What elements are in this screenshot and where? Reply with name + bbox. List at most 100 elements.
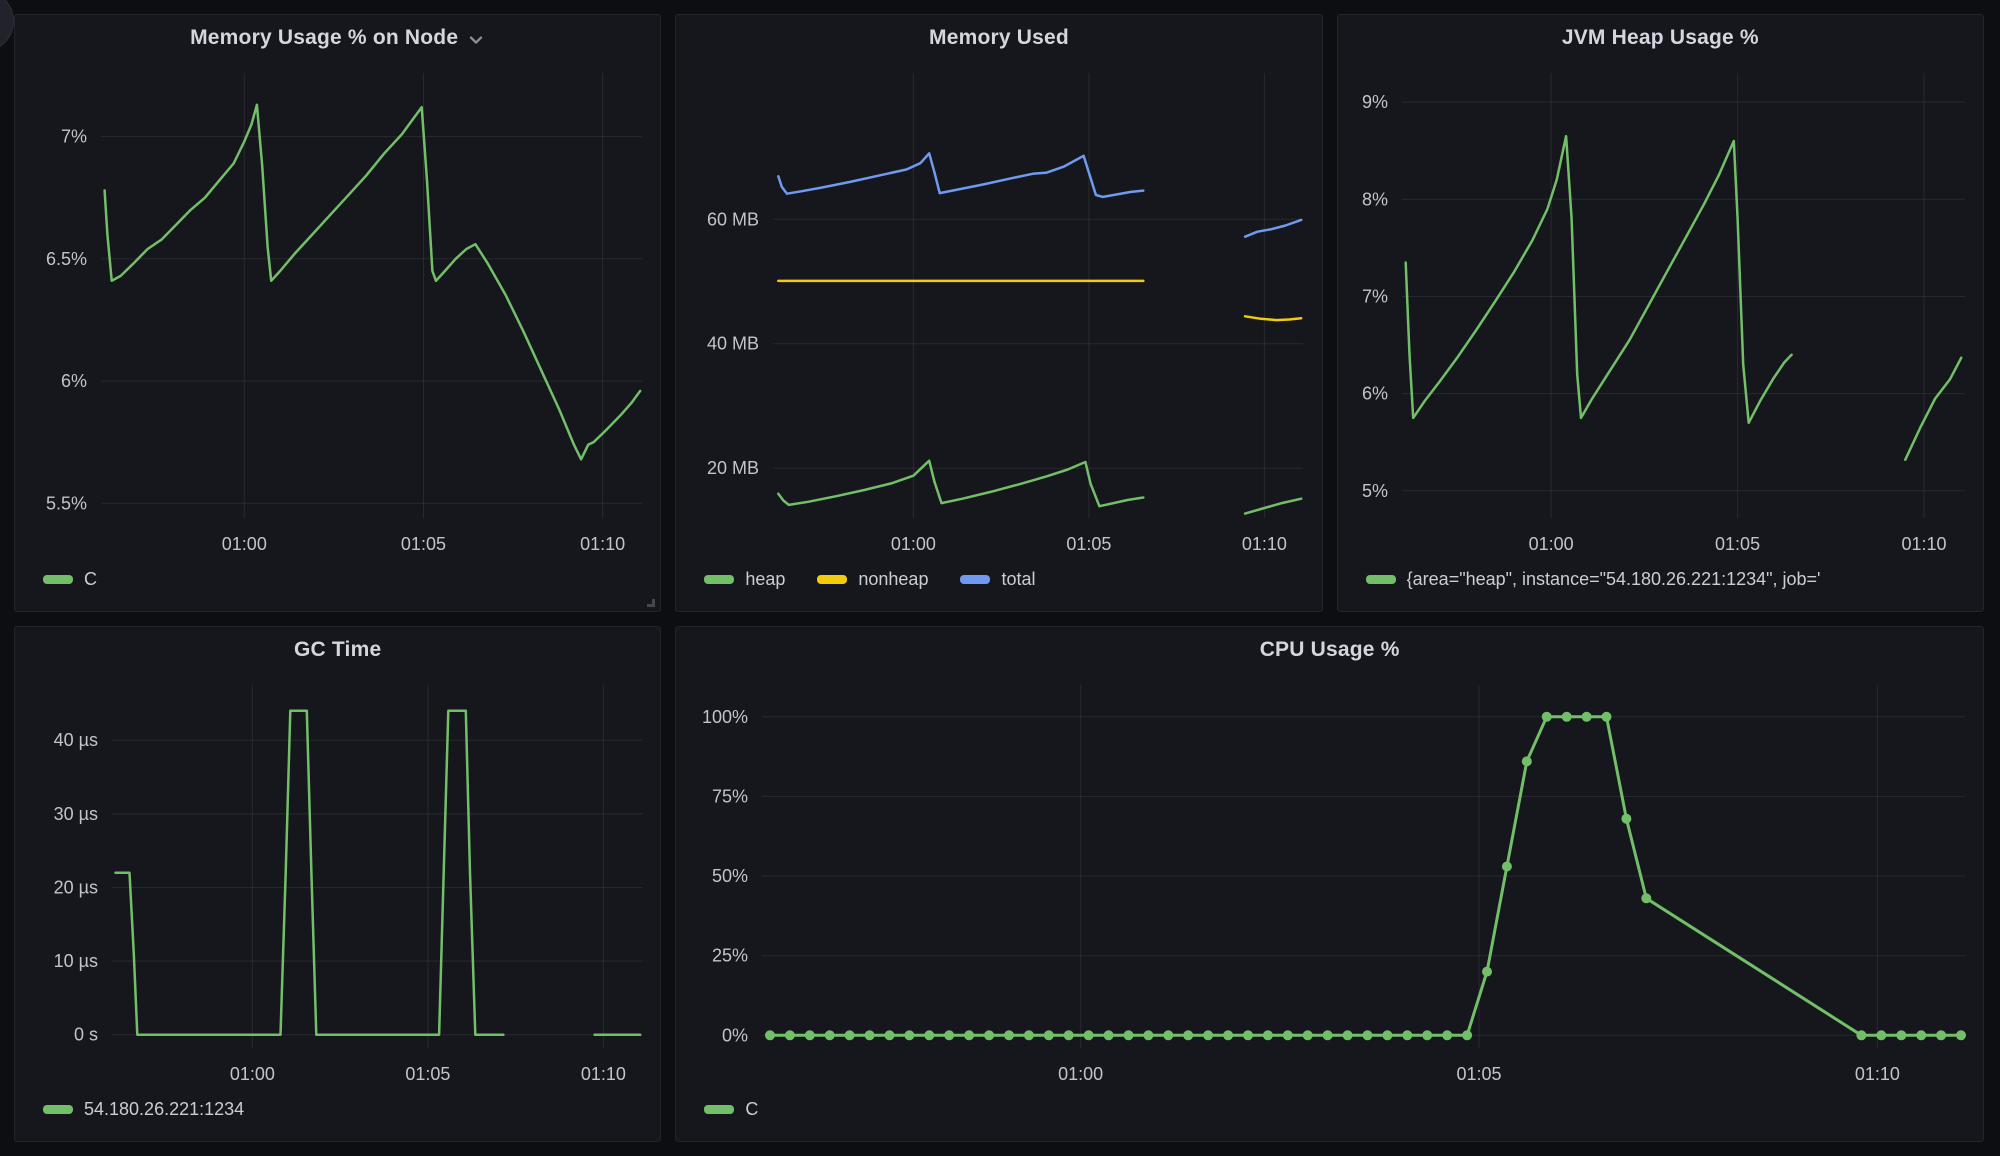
legend-color-swatch: [704, 1105, 735, 1114]
y-axis-tick-label: 6%: [61, 371, 87, 391]
axis-tick-labels: 5.5% 6% 6.5% 7% 01:00 01:05 01:10: [46, 127, 625, 554]
data-point-marker: [1143, 1030, 1154, 1041]
legend-series-label: nonheap: [858, 569, 929, 589]
y-axis-tick-label: 8%: [1362, 189, 1388, 209]
data-point-marker: [1542, 711, 1553, 722]
legend-series-label: 54.180.26.221:1234: [84, 1099, 245, 1119]
y-axis-tick-label: 30 µs: [54, 804, 98, 824]
data-point-marker: [1024, 1030, 1035, 1041]
chart-memory-used[interactable]: 20 MB 40 MB 60 MB 01:00 01:05 01:10: [676, 61, 1321, 564]
chart-jvm-heap-usage[interactable]: 5% 6% 7% 8% 9% 01:00 01:05 01:10: [1338, 61, 1983, 564]
panel-header-menu[interactable]: JVM Heap Usage %: [1338, 15, 1983, 61]
data-point-marker: [1342, 1030, 1353, 1041]
data-point-marker: [1083, 1030, 1094, 1041]
data-point-marker: [1362, 1030, 1373, 1041]
line-chart-canvas[interactable]: 5% 6% 7% 8% 9% 01:00 01:05 01:10: [1338, 61, 1983, 564]
data-point-marker: [1621, 813, 1632, 824]
x-axis-tick-label: 01:00: [1528, 534, 1573, 554]
floating-bubble[interactable]: [0, 0, 14, 52]
panel-header-menu[interactable]: Memory Used: [676, 15, 1321, 61]
panel-title: GC Time: [293, 638, 382, 661]
y-axis-tick-label: 10 µs: [54, 951, 98, 971]
legend-series-label: total: [1001, 569, 1036, 589]
legend: heap nonheap total: [676, 564, 1321, 611]
data-point-marker: [1322, 1030, 1333, 1041]
chart-gc-time[interactable]: 0 s 10 µs 20 µs 30 µs 40 µs 01:00 01:05 01:10: [15, 673, 660, 1094]
axis-tick-labels: 5% 6% 7% 8% 9% 01:00 01:05 01:10: [1362, 92, 1947, 554]
legend: 54.180.26.221:1234: [15, 1094, 660, 1141]
x-axis-tick-label: 01:10: [1855, 1064, 1900, 1084]
legend-color-swatch: [704, 575, 735, 584]
axis-tick-labels: 0% 25% 50% 75% 100% 01:00 01:05 01:10: [702, 707, 1900, 1084]
data-point-marker: [1502, 861, 1513, 872]
grid-lines: [773, 73, 1304, 518]
data-point-marker: [785, 1030, 796, 1041]
data-point-marker: [1402, 1030, 1413, 1041]
line-chart-canvas[interactable]: 20 MB 40 MB 60 MB 01:00 01:05 01:10: [676, 61, 1321, 564]
x-axis-tick-label: 01:05: [1067, 534, 1112, 554]
panel-header-menu[interactable]: GC Time: [15, 627, 660, 673]
series-lines: [777, 152, 1303, 515]
y-axis-tick-label: 20 MB: [707, 458, 759, 478]
legend-item[interactable]: {area="heap", instance="54.180.26.221:12…: [1365, 569, 1821, 590]
x-axis-tick-label: 01:05: [401, 534, 446, 554]
data-point-marker: [1303, 1030, 1314, 1041]
resize-grip-icon[interactable]: [644, 595, 656, 607]
data-point-marker: [1123, 1030, 1134, 1041]
legend-color-swatch: [817, 575, 848, 584]
data-point-marker: [1004, 1030, 1015, 1041]
legend-item[interactable]: total: [960, 569, 1035, 590]
series-lines: [1404, 134, 1963, 461]
data-point-marker: [1641, 893, 1652, 904]
line-chart-canvas[interactable]: 0% 25% 50% 75% 100% 01:00 01:05 01:10: [676, 673, 1983, 1094]
panel-header-menu[interactable]: CPU Usage %: [676, 627, 1983, 673]
data-point-marker: [864, 1030, 875, 1041]
data-point-marker: [964, 1030, 975, 1041]
y-axis-tick-label: 50%: [712, 866, 748, 886]
legend-item[interactable]: 54.180.26.221:1234: [43, 1099, 244, 1120]
legend-item[interactable]: nonheap: [817, 569, 928, 590]
x-axis-tick-label: 01:10: [581, 1064, 626, 1084]
x-axis-tick-label: 01:00: [222, 534, 267, 554]
data-point-marker: [1163, 1030, 1174, 1041]
chart-memory-usage-on-node[interactable]: 5.5% 6% 6.5% 7% 01:00 01:05 01:10: [15, 61, 660, 564]
data-point-marker: [1936, 1030, 1947, 1041]
data-point-marker: [1203, 1030, 1214, 1041]
data-point-marker: [1856, 1030, 1867, 1041]
data-point-marker: [1522, 756, 1533, 767]
y-axis-tick-label: 0%: [722, 1025, 748, 1045]
data-point-marker: [1581, 711, 1592, 722]
y-axis-tick-label: 5%: [1362, 481, 1388, 501]
data-point-marker: [1442, 1030, 1453, 1041]
y-axis-tick-label: 75%: [712, 786, 748, 806]
panel-header-menu[interactable]: Memory Usage % on Node: [15, 15, 660, 61]
data-point-marker: [944, 1030, 955, 1041]
panel-title: CPU Usage %: [1259, 638, 1400, 661]
data-point-marker: [844, 1030, 855, 1041]
line-chart-canvas[interactable]: 5.5% 6% 6.5% 7% 01:00 01:05 01:10: [15, 61, 660, 564]
y-axis-tick-label: 5.5%: [46, 493, 87, 513]
y-axis-tick-label: 7%: [1362, 286, 1388, 306]
data-point-marker: [1283, 1030, 1294, 1041]
data-point-marker: [1562, 711, 1573, 722]
legend-item[interactable]: C: [43, 569, 97, 590]
panel-title: Memory Usage % on Node: [190, 26, 459, 49]
legend: {area="heap", instance="54.180.26.221:12…: [1338, 564, 1983, 611]
y-axis-tick-label: 25%: [712, 946, 748, 966]
series-line: [1404, 134, 1793, 425]
panel-gc-time: GC Time 0 s 10 µs 20 µs 30 µs 40 µs 01:00 01:0…: [14, 626, 662, 1142]
y-axis-tick-label: 40 µs: [54, 730, 98, 750]
panel-title: Memory Used: [929, 26, 1069, 49]
chart-cpu-usage[interactable]: 0% 25% 50% 75% 100% 01:00 01:05 01:10: [676, 673, 1983, 1094]
series-lines: [103, 103, 642, 461]
legend-series-label: C: [84, 569, 97, 589]
data-point-marker: [1223, 1030, 1234, 1041]
legend-color-swatch: [1365, 575, 1396, 584]
legend-item[interactable]: C: [704, 1099, 758, 1120]
legend-item[interactable]: heap: [704, 569, 785, 590]
grid-lines: [101, 73, 642, 518]
data-point-marker: [825, 1030, 836, 1041]
x-axis-tick-label: 01:05: [1457, 1064, 1502, 1084]
line-chart-canvas[interactable]: 0 s 10 µs 20 µs 30 µs 40 µs 01:00 01:05 01:10: [15, 673, 660, 1094]
series-line: [114, 709, 505, 1036]
